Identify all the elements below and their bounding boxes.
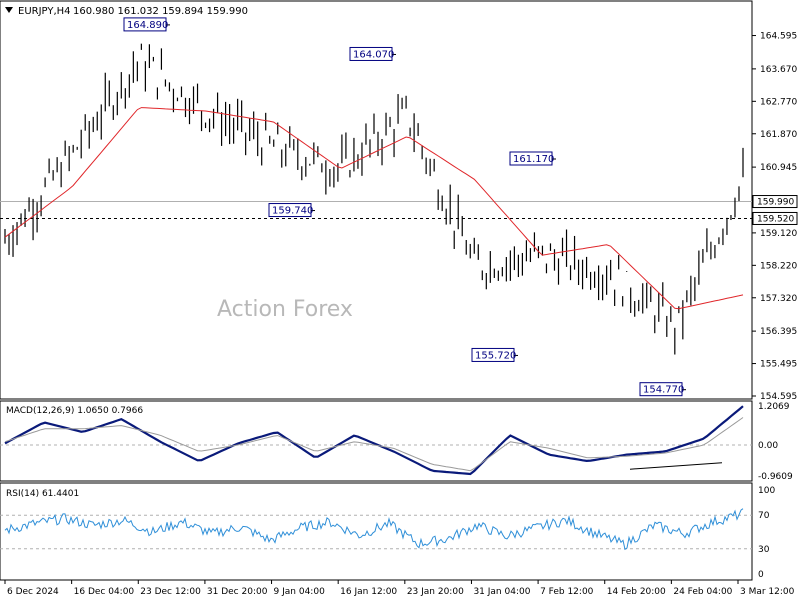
rsi-tick-label: 30 bbox=[758, 545, 770, 555]
y-tick-label: 159.120 bbox=[760, 229, 797, 239]
x-tick-label: 14 Feb 20:00 bbox=[607, 587, 666, 597]
x-tick-label: 16 Dec 04:00 bbox=[74, 587, 135, 597]
symbol-label: EURJPY,H4 bbox=[18, 6, 71, 17]
rsi-line bbox=[4, 508, 744, 551]
rsi-panel-frame bbox=[0, 482, 753, 581]
price-series-layer: 164.890 164.070 161.170 159.740 155.720 154.7… bbox=[0, 17, 752, 397]
macd-panel-frame bbox=[0, 400, 753, 482]
x-tick-label: 6 Dec 2024 bbox=[7, 587, 59, 597]
x-tick-label: 3 Mar 12:00 bbox=[740, 587, 795, 597]
y-tick-label: 163.670 bbox=[760, 65, 797, 75]
x-tick-label: 16 Jan 12:00 bbox=[340, 587, 397, 597]
macd-tick-label: 0.00 bbox=[758, 441, 778, 451]
level-price-tag-text: 159.520 bbox=[757, 214, 794, 224]
y-tick-label: 157.320 bbox=[760, 294, 797, 304]
axis-layer: 6 Dec 2024 16 Dec 04:00 23 Dec 12:00 31 Dec… bbox=[4, 32, 798, 597]
y-tick-label: 156.395 bbox=[760, 327, 797, 337]
y-tick-label: 158.220 bbox=[760, 261, 797, 271]
macd-title: MACD(12,26,9) 1.0650 0.7966 bbox=[6, 406, 143, 416]
x-tick-label: 31 Jan 04:00 bbox=[473, 587, 530, 597]
current-price-tag-text: 159.990 bbox=[757, 198, 794, 208]
price-callout-label: 164.890 bbox=[127, 20, 168, 31]
price-callout-label: 164.070 bbox=[353, 49, 394, 60]
rsi-tick-label: 0 bbox=[758, 570, 764, 580]
macd-trendline bbox=[629, 462, 723, 470]
x-tick-label: 9 Jan 04:00 bbox=[274, 587, 326, 597]
x-tick-label: 23 Dec 12:00 bbox=[140, 587, 201, 597]
price-callout-label: 154.770 bbox=[643, 385, 684, 396]
x-tick-label: 24 Feb 04:00 bbox=[673, 587, 732, 597]
watermark: Action Forex bbox=[217, 297, 353, 322]
ohlc-readout: 160.980 161.032 159.894 159.990 bbox=[73, 6, 248, 17]
level-price-tag bbox=[752, 211, 798, 225]
y-tick-label: 162.770 bbox=[760, 97, 797, 107]
y-tick-label: 155.495 bbox=[760, 360, 797, 370]
rsi-series-layer bbox=[0, 508, 752, 551]
dropdown-arrow-icon[interactable] bbox=[5, 7, 13, 13]
macd-series-layer bbox=[0, 405, 752, 476]
x-tick-label: 7 Feb 12:00 bbox=[540, 587, 594, 597]
rsi-tick-label: 100 bbox=[758, 486, 775, 496]
y-tick-label: 164.595 bbox=[760, 32, 797, 42]
price-callout-label: 159.740 bbox=[272, 206, 313, 217]
price-panel-frame bbox=[0, 0, 753, 400]
y-tick-label: 160.945 bbox=[760, 163, 797, 173]
moving-average-line bbox=[4, 107, 744, 310]
y-tick-label: 161.870 bbox=[760, 130, 797, 140]
price-callout-label: 155.720 bbox=[475, 350, 516, 361]
macd-signal-line bbox=[4, 417, 744, 472]
current-price-tag bbox=[752, 195, 798, 209]
rsi-tick-label: 70 bbox=[758, 511, 770, 521]
rsi-title: RSI(14) 61.4401 bbox=[6, 489, 79, 499]
macd-tick-label: 1.2069 bbox=[758, 402, 790, 412]
price-callout-label: 161.170 bbox=[513, 154, 554, 165]
macd-tick-label: -0.9609 bbox=[758, 472, 793, 482]
x-tick-label: 23 Jan 20:00 bbox=[407, 587, 464, 597]
y-tick-label: 154.595 bbox=[760, 392, 797, 402]
macd-line bbox=[4, 405, 744, 476]
x-tick-label: 31 Dec 20:00 bbox=[207, 587, 268, 597]
